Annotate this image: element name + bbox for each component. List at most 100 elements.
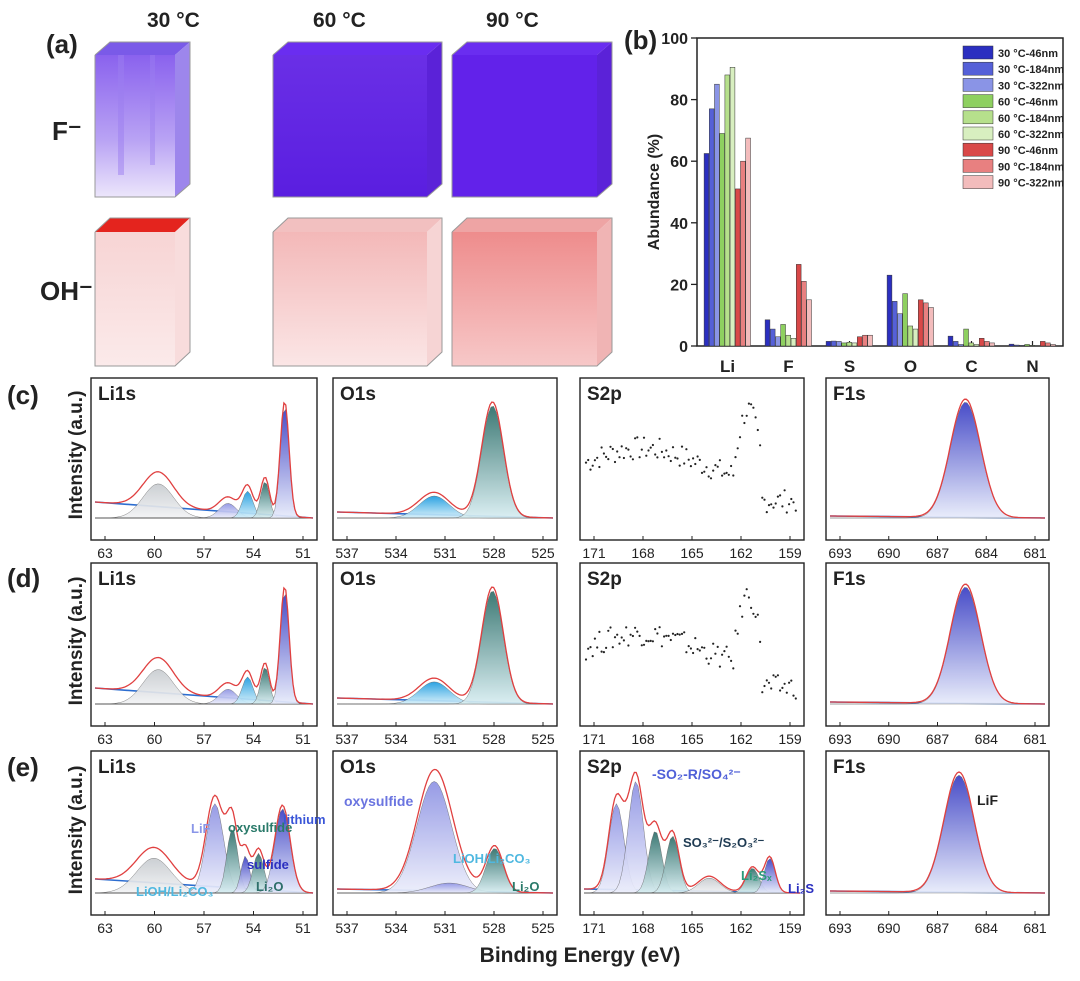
xps-tick-label: 162 [729, 545, 753, 561]
chart-b-bar [968, 342, 974, 347]
ann-lithium-li1s: lithium [283, 812, 326, 827]
xps-tick-label: 681 [1023, 545, 1047, 561]
chart-b-category-label: S [844, 357, 855, 376]
xps-datapoint [611, 447, 614, 451]
xps-tick-label: 168 [631, 920, 655, 936]
row-letter-c: (c) [7, 380, 39, 410]
chart-b-bar [785, 334, 791, 347]
xps-datapoint [732, 474, 735, 477]
xps-fit-peak [584, 858, 800, 894]
xps-datapoint [788, 681, 791, 684]
xps-datapoint [754, 416, 757, 419]
xps-datapoint [745, 588, 748, 591]
xps-datapoint [745, 414, 748, 417]
chart-b-bar [897, 313, 903, 347]
xps-tick-label: 60 [147, 545, 163, 561]
xps-datapoint [790, 679, 793, 682]
xps-datapoint [694, 637, 697, 640]
xps-envelope [337, 586, 554, 705]
xps-panel-o1s: O1s 537 534 531 528 525 [332, 562, 558, 747]
xps-datapoint [611, 646, 614, 649]
chart-b-bar [709, 108, 715, 347]
xps-datapoint [698, 458, 701, 461]
xps-datapoint [651, 443, 655, 447]
xps-datapoint [658, 626, 661, 629]
xps-datapoint [716, 645, 719, 649]
xps-datapoint [649, 446, 652, 449]
chart-b-category-label: Li [720, 357, 735, 376]
ann-li2o-li1s: Li₂O [256, 879, 283, 894]
xps-datapoint [725, 471, 728, 474]
xps-datapoint [602, 452, 606, 455]
xps-datapoint [774, 502, 777, 505]
chart-b-bar [724, 74, 730, 347]
panel-b: (b) Abundance (%) 0 20 40 60 80 100 Li F S O C N 3… [624, 25, 1064, 376]
chart-b-legend-label: 90 °C-46nm [998, 145, 1058, 157]
xps-panel-title: S2p [587, 384, 622, 405]
chart-b-bar [796, 264, 802, 347]
xps-tick-label: 51 [295, 731, 311, 747]
xps-datapoint [727, 473, 730, 476]
xps-tick-label: 63 [97, 920, 113, 936]
xps-datapoint [692, 457, 695, 460]
xps-tick-label: 528 [482, 731, 506, 747]
xps-datapoint [618, 642, 621, 645]
xps-datapoint [779, 494, 782, 497]
xps-tick-label: 690 [877, 545, 901, 561]
xps-datapoint [781, 505, 784, 508]
chart-b-bar [886, 274, 893, 347]
xps-datapoint [680, 445, 684, 448]
chart-b-legend-swatch [962, 175, 994, 189]
xps-envelope [94, 586, 314, 705]
chart-b-x-axis: Li F S O C N [720, 341, 1039, 376]
xps-datapoint [721, 474, 724, 477]
xps-datapoint [741, 615, 744, 618]
xps-tick-label: 171 [582, 545, 606, 561]
xps-tick-label: 57 [196, 731, 212, 747]
xps-tick-label: 525 [531, 731, 555, 747]
xps-datapoint [734, 629, 737, 632]
xps-datapoint [776, 495, 780, 498]
xps-datapoint [696, 455, 699, 458]
chart-b-bar [947, 335, 954, 347]
xps-datapoint [660, 645, 664, 648]
ann-oxysulfide-o1s: oxysulfide [344, 793, 413, 809]
xps-tick-label: 534 [384, 545, 408, 561]
xps-tick-label: 159 [778, 731, 802, 747]
xps-datapoint [714, 464, 717, 467]
chart-b-legend-swatch [962, 110, 994, 125]
xps-datapoint [665, 634, 668, 637]
xps-datapoint [627, 448, 630, 451]
xps-datapoint [598, 465, 601, 469]
xps-panel-title: S2p [587, 757, 622, 778]
chart-b-bar [912, 328, 919, 347]
xps-datapoint [669, 459, 672, 463]
chart-b-legend-label: 30 °C-46nm [998, 48, 1058, 60]
xps-datapoint [730, 464, 733, 468]
xps-datapoint [584, 658, 588, 661]
xps-datapoint [587, 458, 590, 462]
chart-b-legend-swatch [962, 142, 994, 157]
xps-datapoint [692, 651, 695, 655]
xps-tick-label: 60 [147, 920, 163, 936]
chart-b-bar [1040, 341, 1046, 347]
xps-datapoint [620, 636, 623, 639]
xps-datapoint [779, 689, 782, 692]
xps-datapoint [767, 681, 771, 684]
xps-datapoint [600, 446, 603, 449]
xps-datapoint [625, 626, 628, 629]
chart-b-bar [775, 336, 781, 347]
xps-datapoint [738, 605, 742, 608]
xps-datapoint [671, 446, 675, 449]
xps-datapoint [703, 470, 706, 473]
chart-b-bar [836, 341, 842, 347]
xps-datapoint [761, 691, 764, 694]
cube-oh-90 [451, 217, 613, 367]
xps-envelope [95, 794, 314, 894]
row-label-f: F⁻ [52, 116, 82, 146]
chart-b-legend-swatch [962, 78, 994, 92]
chart-b-ytick-label: 60 [670, 154, 688, 171]
chart-b-bar [907, 325, 913, 347]
chart-b-bar [1019, 345, 1025, 347]
xps-datapoint [705, 466, 708, 469]
